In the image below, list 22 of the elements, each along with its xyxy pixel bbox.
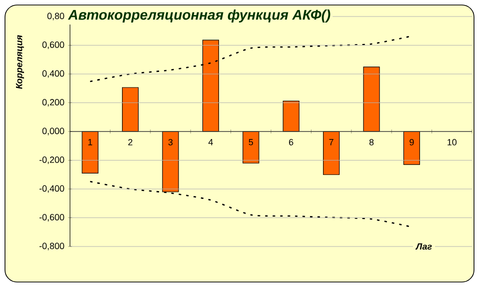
y-tick-label: 0,200 — [42, 99, 64, 106]
y-tick-label: 0,000 — [42, 128, 64, 136]
y-axis-title: Корреляция — [16, 35, 24, 89]
x-tick-label: 6 — [289, 139, 294, 146]
x-tick-label: 9 — [410, 139, 414, 146]
y-tick-label: -0,800 — [39, 242, 64, 250]
y-tick-label: -0,400 — [39, 185, 64, 193]
x-tick-label: 5 — [248, 139, 254, 146]
x-tick-label: 1 — [88, 139, 92, 146]
chart-title: Автокорреляционная функция АКФ() — [68, 9, 330, 22]
x-tick-label: 8 — [369, 139, 374, 146]
y-tick-label: 0,600 — [42, 42, 64, 49]
x-axis-title: Лаг — [415, 243, 432, 250]
x-tick-label: 10 — [448, 139, 457, 146]
y-tick-label: 0,80 — [47, 12, 64, 20]
x-tick-label: 7 — [329, 139, 334, 146]
x-tick-label: 3 — [168, 139, 173, 146]
x-tick-label: 2 — [128, 139, 132, 146]
y-tick-label: 0,400 — [42, 70, 64, 78]
y-tick-label: -0,600 — [39, 214, 64, 222]
y-tick-label: -0,200 — [39, 156, 64, 164]
x-tick-label: 4 — [208, 139, 213, 146]
